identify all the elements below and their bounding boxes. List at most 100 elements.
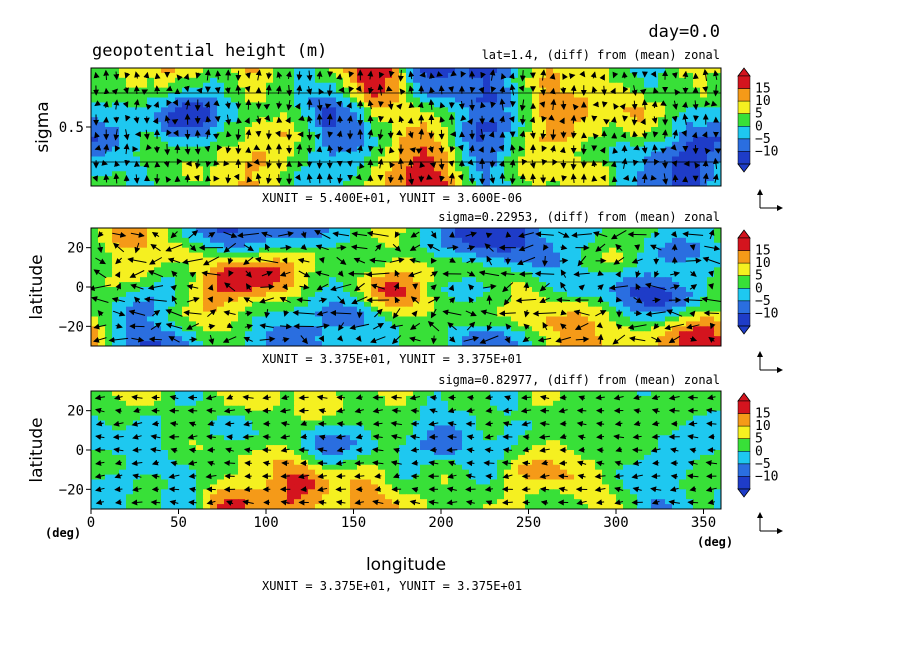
contour-cell: [609, 316, 617, 323]
contour-cell: [182, 272, 190, 278]
contour-cell: [126, 287, 134, 293]
contour-cell: [140, 131, 148, 138]
wind-vector: [297, 257, 310, 264]
contour-cell: [301, 141, 309, 148]
contour-cell: [434, 316, 442, 323]
contour-cell: [140, 102, 148, 108]
contour-cell: [420, 247, 428, 254]
contour-cell: [504, 326, 512, 332]
wind-vector: [346, 115, 353, 124]
contour-cell: [434, 146, 442, 153]
contour-cell: [98, 267, 106, 273]
contour-cell: [378, 151, 386, 158]
contour-cell: [217, 141, 225, 148]
wind-vector: [469, 173, 476, 185]
contour-cell: [364, 257, 372, 264]
contour-cell: [98, 341, 106, 346]
contour-cell: [567, 77, 575, 84]
contour-cell: [476, 277, 484, 283]
contour-cell: [420, 282, 428, 288]
contour-cell: [252, 336, 260, 342]
contour-cell: [686, 156, 694, 163]
contour-cell: [707, 252, 715, 259]
contour-cell: [518, 311, 526, 318]
contour-cell: [448, 82, 456, 89]
contour-cell: [350, 171, 358, 177]
contour-cell: [532, 228, 540, 234]
contour-cell: [266, 262, 274, 268]
contour-cell: [462, 326, 470, 332]
contour-cell: [140, 107, 148, 113]
contour-cell: [441, 341, 449, 346]
contour-cell: [336, 136, 344, 143]
contour-cell: [357, 321, 365, 327]
contour-cell: [609, 171, 617, 177]
contour-cell: [567, 97, 575, 104]
contour-cell: [406, 242, 414, 249]
contour-cell: [294, 331, 302, 337]
wind-vector: [143, 71, 150, 79]
contour-cell: [392, 247, 400, 254]
contour-cell: [595, 72, 603, 79]
contour-cell: [714, 166, 721, 172]
wind-vector: [111, 88, 118, 95]
contour-cell: [602, 92, 610, 99]
wind-vector: [337, 146, 344, 153]
wind-vector: [377, 158, 384, 169]
contour-cell: [581, 321, 589, 327]
wind-vector: [682, 231, 704, 238]
contour-cell: [539, 257, 547, 264]
wind-vector: [595, 243, 606, 252]
contour-cell: [364, 316, 372, 323]
contour-cell: [679, 257, 687, 264]
contour-cell: [623, 341, 631, 346]
contour-cell: [483, 301, 491, 308]
contour-cell: [567, 331, 575, 337]
contour-cell: [497, 341, 505, 346]
contour-cell: [595, 267, 603, 273]
contour-cell: [714, 282, 721, 288]
contour-cell: [483, 97, 491, 104]
contour-cell: [105, 92, 113, 99]
contour-cell: [588, 331, 596, 337]
contour-cell: [700, 141, 708, 148]
contour-cell: [252, 141, 260, 148]
contour-cell: [294, 68, 302, 74]
contour-cell: [448, 262, 456, 268]
wind-vector: [609, 284, 629, 291]
contour-cell: [434, 301, 442, 308]
contour-cell: [315, 296, 323, 303]
contour-cell: [385, 171, 393, 177]
contour-cell: [147, 156, 155, 163]
contour-cell: [658, 82, 666, 89]
contour-cell: [658, 72, 666, 79]
contour-cell: [518, 127, 526, 133]
wind-vector: [460, 70, 467, 78]
contour-cell: [406, 97, 414, 104]
contour-cell: [322, 122, 330, 128]
contour-cell: [455, 277, 463, 283]
contour-cell: [651, 311, 659, 318]
contour-cell: [406, 296, 414, 303]
contour-cell: [588, 267, 596, 273]
contour-cell: [329, 331, 337, 337]
wind-vector: [113, 71, 120, 81]
contour-cell: [679, 171, 687, 177]
contour-cell: [238, 87, 246, 94]
contour-cell: [98, 117, 106, 123]
wind-vector: [610, 229, 627, 240]
contour-cell: [616, 331, 624, 337]
contour-cell: [343, 321, 351, 327]
contour-cell: [665, 107, 673, 113]
wind-vector: [247, 161, 253, 169]
contour-cell: [504, 141, 512, 148]
contour-cell: [441, 82, 449, 89]
contour-cell: [140, 336, 148, 342]
contour-cell: [707, 301, 715, 308]
contour-cell: [147, 311, 155, 318]
contour-cell: [686, 257, 694, 264]
contour-cell: [252, 97, 260, 104]
contour-cell: [98, 127, 106, 133]
contour-cell: [287, 122, 295, 128]
contour-cell: [266, 72, 274, 79]
